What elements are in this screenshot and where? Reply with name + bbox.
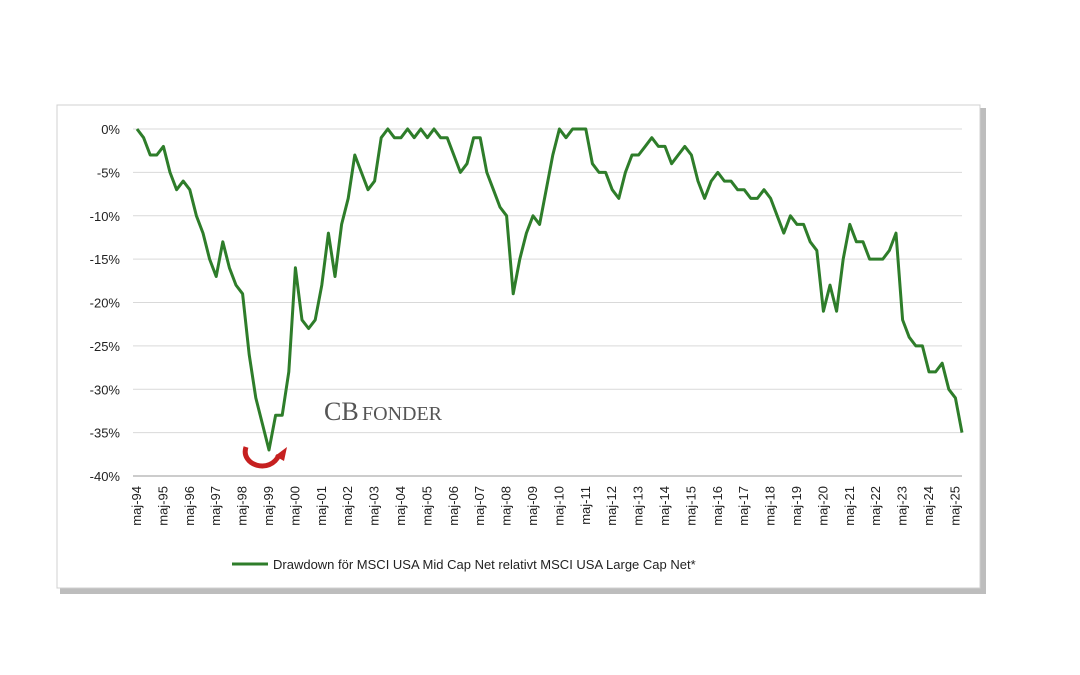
y-tick-label: -35% xyxy=(90,426,121,441)
x-tick-label: maj-23 xyxy=(895,486,910,526)
x-tick-label: maj-12 xyxy=(604,486,619,526)
watermark: FONDER xyxy=(362,403,443,425)
x-tick-label: maj-11 xyxy=(578,486,593,525)
arrow xyxy=(242,446,282,469)
x-tick-label: maj-08 xyxy=(499,486,514,526)
arrow-head xyxy=(275,447,287,461)
x-tick-label: maj-09 xyxy=(525,486,540,526)
x-tick-label: maj-02 xyxy=(340,486,355,526)
y-tick-label: -25% xyxy=(90,339,121,354)
x-tick-label: maj-25 xyxy=(947,486,962,526)
y-tick-label: -30% xyxy=(90,382,121,397)
x-tick-label: maj-20 xyxy=(815,486,830,526)
x-tick-label: maj-05 xyxy=(419,486,434,526)
data-line xyxy=(135,127,964,452)
y-tick-label: 0% xyxy=(101,122,120,137)
frame xyxy=(56,104,981,589)
x-tick-label: maj-96 xyxy=(182,486,197,526)
x-tick-label: maj-07 xyxy=(472,486,487,526)
x-tick-label: maj-15 xyxy=(683,486,698,526)
x-tick-label: maj-94 xyxy=(129,486,144,526)
x-tick-label: maj-24 xyxy=(921,486,936,526)
x-tick-label: maj-99 xyxy=(261,486,276,526)
x-tick-label: maj-17 xyxy=(736,486,751,526)
x-tick-label: maj-06 xyxy=(446,486,461,526)
x-tick-label: maj-19 xyxy=(789,486,804,526)
y-tick-label: -10% xyxy=(90,209,121,224)
x-tick-label: maj-10 xyxy=(551,486,566,526)
x-tick-label: maj-03 xyxy=(367,486,382,526)
x-tick-label: maj-01 xyxy=(314,486,329,526)
y-tick-label: -15% xyxy=(90,252,121,267)
x-tick-label: maj-95 xyxy=(155,486,170,526)
x-tick-label: maj-04 xyxy=(393,486,408,526)
legend-label: Drawdown för MSCI USA Mid Cap Net relati… xyxy=(273,557,696,572)
x-tick-label: maj-13 xyxy=(631,486,646,526)
x-tick-label: maj-14 xyxy=(657,486,672,526)
y-tick-label: -20% xyxy=(90,296,121,311)
x-tick-label: maj-16 xyxy=(710,486,725,526)
x-tick-label: maj-97 xyxy=(208,486,223,526)
x-tick-label: maj-00 xyxy=(287,486,302,526)
x-tick-label: maj-18 xyxy=(763,486,778,526)
x-tick-label: maj-98 xyxy=(235,486,250,526)
y-tick-label: -40% xyxy=(90,469,121,484)
x-tick-label: maj-21 xyxy=(842,486,857,526)
x-tick-label: maj-22 xyxy=(868,486,883,526)
y-tick-label: -5% xyxy=(97,165,121,180)
watermark: CB xyxy=(324,397,359,426)
